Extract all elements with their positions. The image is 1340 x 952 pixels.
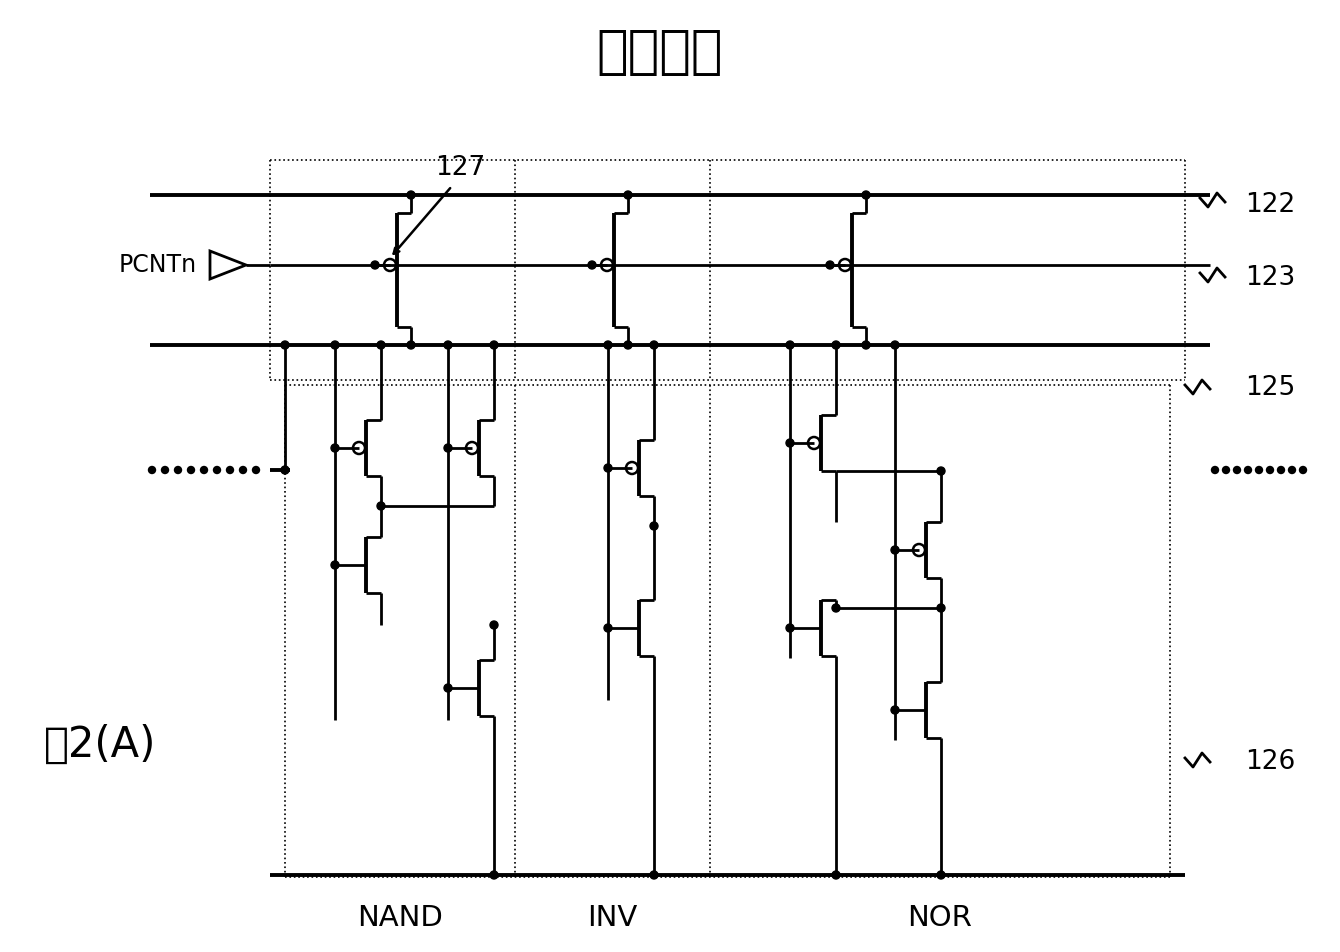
Circle shape — [331, 444, 339, 452]
Circle shape — [1266, 466, 1273, 473]
Circle shape — [377, 502, 385, 510]
Text: 125: 125 — [1245, 375, 1296, 401]
Text: NAND: NAND — [356, 904, 444, 932]
Circle shape — [624, 191, 632, 199]
Circle shape — [252, 466, 260, 473]
Circle shape — [226, 466, 233, 473]
Circle shape — [240, 466, 247, 473]
Circle shape — [201, 466, 208, 473]
Circle shape — [407, 191, 415, 199]
Circle shape — [650, 341, 658, 349]
Circle shape — [937, 467, 945, 475]
Circle shape — [149, 466, 155, 473]
Circle shape — [787, 341, 795, 349]
Circle shape — [604, 464, 612, 472]
Circle shape — [1245, 466, 1252, 473]
Circle shape — [1211, 466, 1218, 473]
Circle shape — [891, 341, 899, 349]
Circle shape — [787, 624, 795, 632]
Text: 123: 123 — [1245, 265, 1296, 291]
Circle shape — [1222, 466, 1230, 473]
Circle shape — [862, 341, 870, 349]
Circle shape — [331, 561, 339, 569]
Circle shape — [444, 684, 452, 692]
Text: NOR: NOR — [907, 904, 973, 932]
Circle shape — [1277, 466, 1285, 473]
Circle shape — [188, 466, 194, 473]
Circle shape — [787, 439, 795, 447]
Circle shape — [490, 871, 498, 879]
Text: INV: INV — [587, 904, 636, 932]
Circle shape — [490, 621, 498, 629]
Circle shape — [1234, 466, 1241, 473]
Circle shape — [371, 261, 379, 269]
Text: 122: 122 — [1245, 192, 1296, 218]
Circle shape — [891, 546, 899, 554]
Circle shape — [1289, 466, 1296, 473]
Circle shape — [650, 871, 658, 879]
Circle shape — [444, 444, 452, 452]
Circle shape — [1256, 466, 1262, 473]
Circle shape — [588, 261, 596, 269]
Circle shape — [650, 522, 658, 530]
Circle shape — [281, 341, 289, 349]
Circle shape — [825, 261, 833, 269]
Circle shape — [444, 341, 452, 349]
Circle shape — [281, 466, 289, 474]
Text: 图2(A): 图2(A) — [44, 724, 157, 766]
Circle shape — [331, 341, 339, 349]
Circle shape — [891, 706, 899, 714]
Circle shape — [832, 341, 840, 349]
Circle shape — [1300, 466, 1306, 473]
Circle shape — [937, 871, 945, 879]
Circle shape — [213, 466, 221, 473]
Circle shape — [377, 341, 385, 349]
Circle shape — [832, 604, 840, 612]
Text: 126: 126 — [1245, 749, 1296, 775]
Text: 127: 127 — [436, 155, 485, 181]
Circle shape — [624, 341, 632, 349]
Text: 现有技术: 现有技术 — [596, 26, 724, 78]
Circle shape — [832, 871, 840, 879]
Circle shape — [604, 624, 612, 632]
Circle shape — [407, 341, 415, 349]
Circle shape — [862, 191, 870, 199]
Circle shape — [174, 466, 181, 473]
Circle shape — [162, 466, 169, 473]
Circle shape — [490, 341, 498, 349]
Circle shape — [604, 341, 612, 349]
Circle shape — [937, 604, 945, 612]
Text: PCNTn: PCNTn — [119, 253, 197, 277]
